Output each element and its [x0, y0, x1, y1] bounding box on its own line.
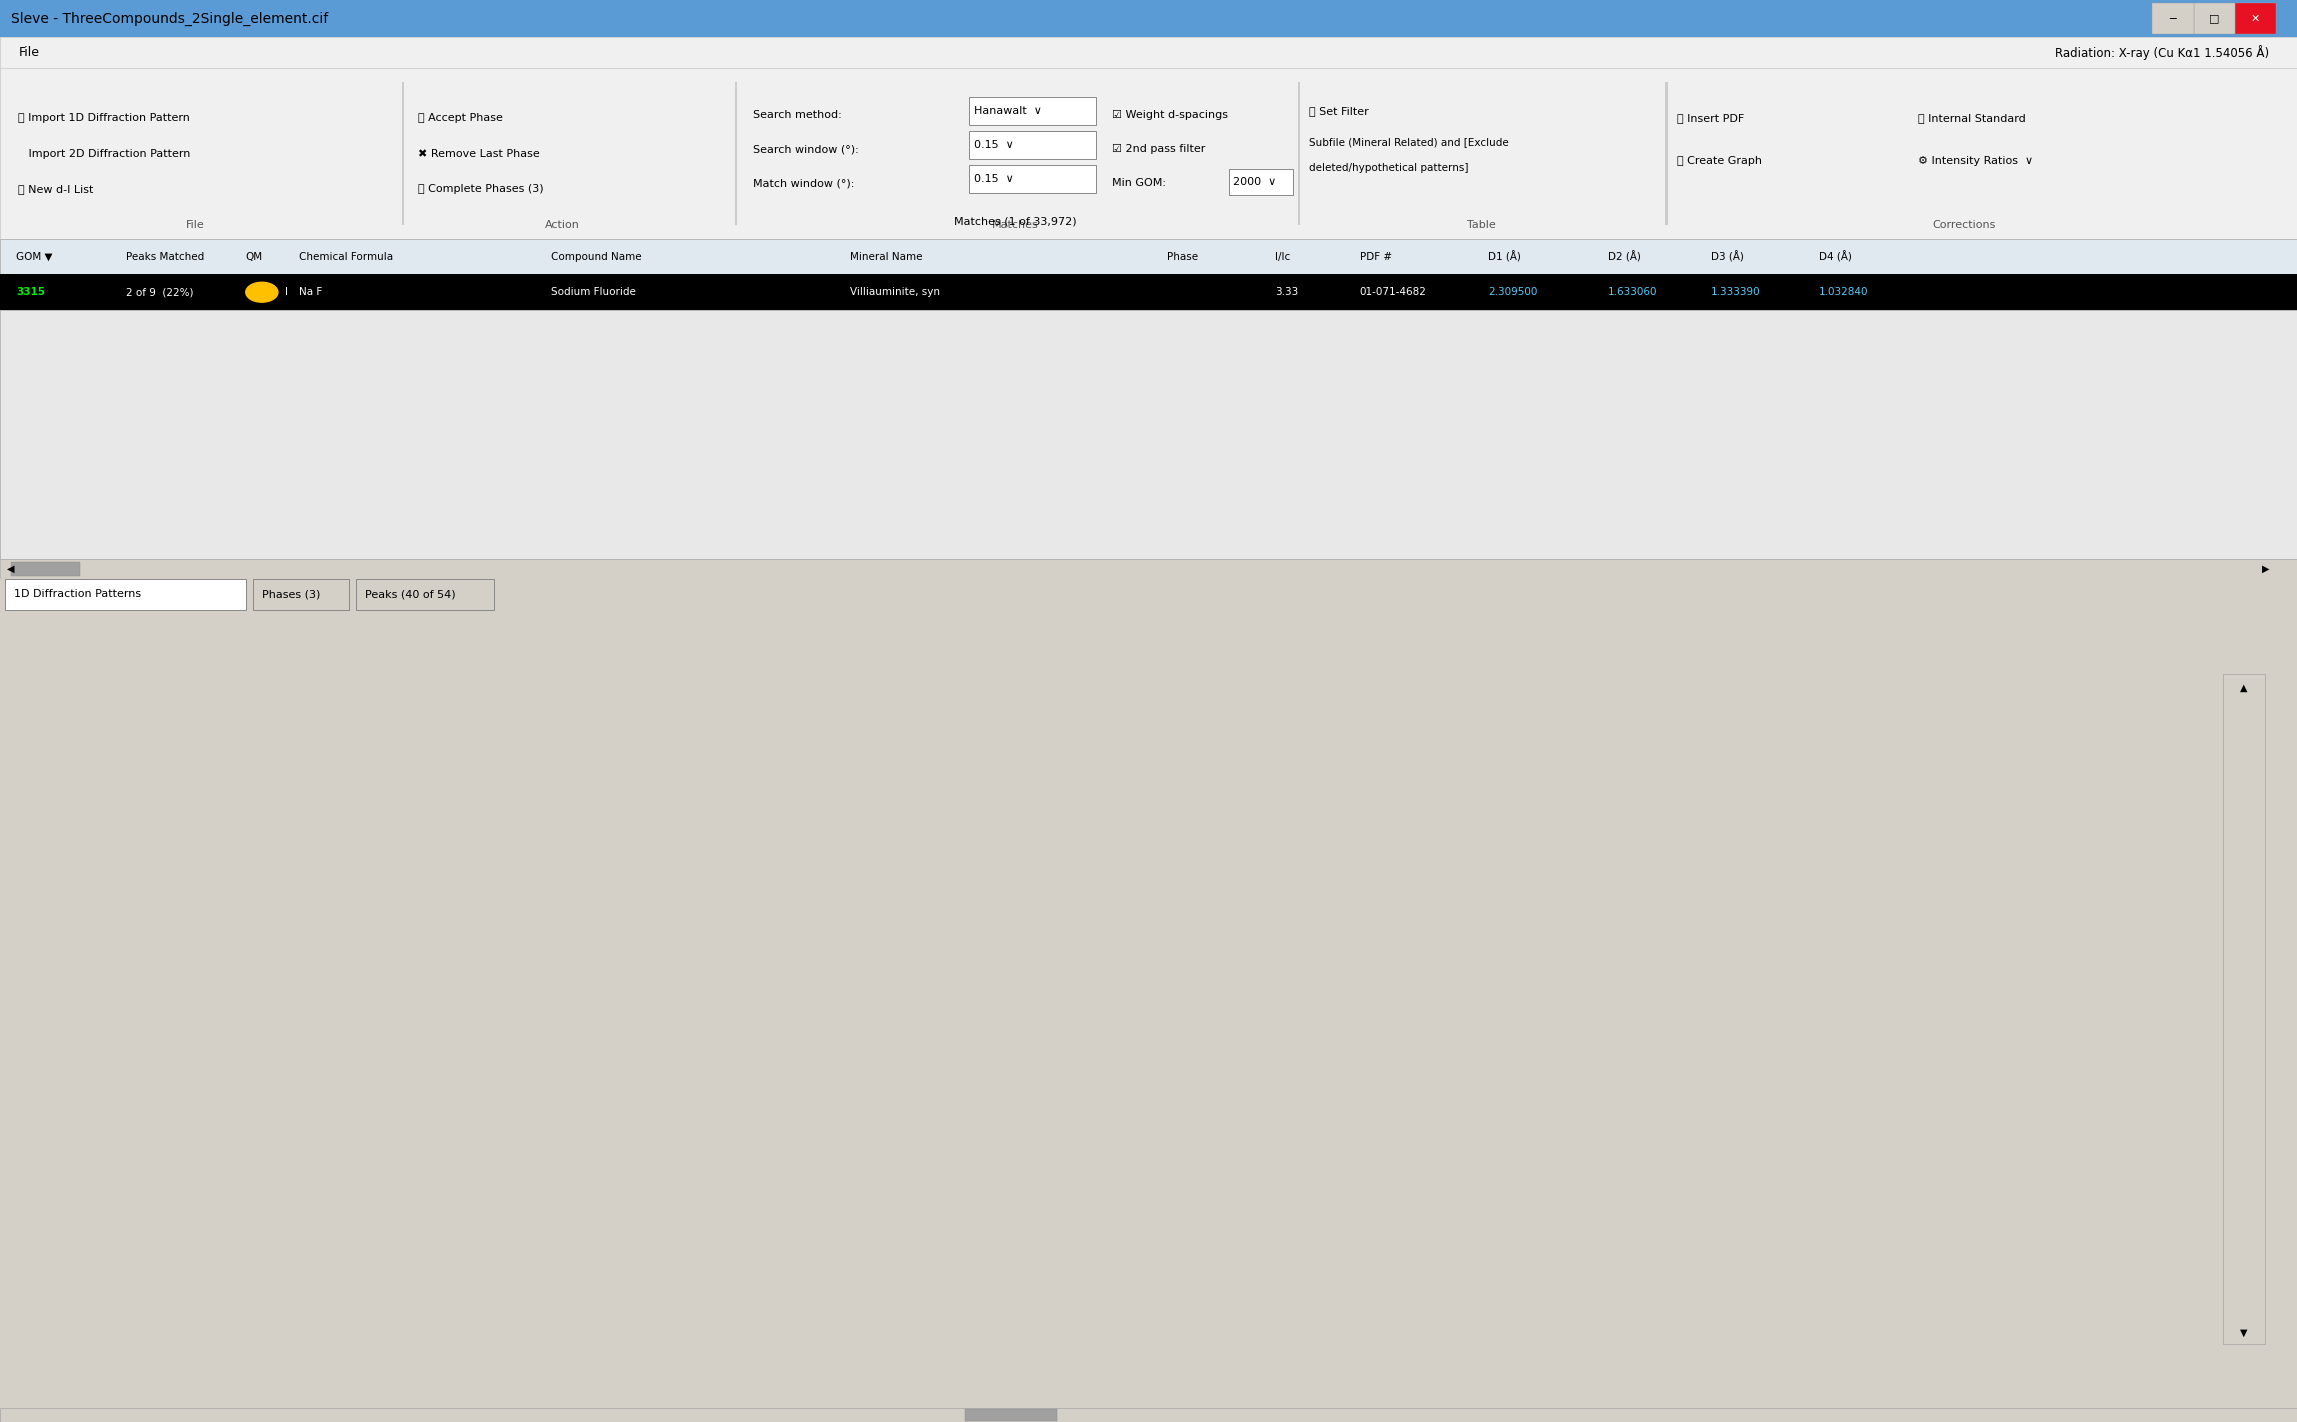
Text: 🔃 Complete Phases (3): 🔃 Complete Phases (3): [418, 183, 544, 195]
Text: File: File: [186, 219, 204, 230]
Text: 3315: 3315: [16, 287, 46, 297]
Text: ◀: ◀: [7, 563, 14, 574]
Text: 📋 New d-I List: 📋 New d-I List: [18, 183, 94, 195]
Text: 1D Diffraction Patterns: 1D Diffraction Patterns: [14, 589, 140, 600]
Text: 📊 Create Graph: 📊 Create Graph: [1677, 155, 1762, 166]
Text: I: I: [285, 287, 287, 297]
Text: 0.15  ∨: 0.15 ∨: [974, 139, 1013, 151]
Text: ⭐ Internal Standard: ⭐ Internal Standard: [1918, 112, 2026, 124]
Text: Peaks Matched: Peaks Matched: [126, 252, 204, 262]
Text: 3.33: 3.33: [1275, 287, 1298, 297]
Text: Table: Table: [1468, 219, 1495, 230]
Text: 🔶 Accept Phase: 🔶 Accept Phase: [418, 112, 503, 124]
Text: Sodium Fluoride: Sodium Fluoride: [551, 287, 636, 297]
Text: Compound Name: Compound Name: [551, 252, 641, 262]
Text: 2 of 9  (22%): 2 of 9 (22%): [126, 287, 193, 297]
Text: ✕: ✕: [2251, 13, 2260, 24]
Text: Search method:: Search method:: [753, 109, 843, 121]
Text: Hanawalt  ∨: Hanawalt ∨: [974, 105, 1043, 117]
Text: D3 (Å): D3 (Å): [1711, 250, 1743, 263]
Text: ▼: ▼: [2240, 1327, 2249, 1338]
Text: 1.333390: 1.333390: [1711, 287, 1762, 297]
Text: ▶: ▶: [2263, 563, 2269, 574]
Text: I/Ic: I/Ic: [1275, 252, 1291, 262]
Text: □: □: [2210, 13, 2219, 24]
Text: Sleve - ThreeCompounds_2Single_element.cif: Sleve - ThreeCompounds_2Single_element.c…: [11, 11, 328, 26]
Text: Na F: Na F: [299, 287, 322, 297]
Text: 🔍 Set Filter: 🔍 Set Filter: [1309, 105, 1369, 117]
Text: D1 (Å): D1 (Å): [1488, 250, 1521, 263]
Text: GOM ▼: GOM ▼: [16, 252, 53, 262]
Text: 📋 Insert PDF: 📋 Insert PDF: [1677, 112, 1743, 124]
Text: Subfile (Mineral Related) and [Exclude: Subfile (Mineral Related) and [Exclude: [1309, 137, 1509, 148]
Text: Matches (1 of 33,972): Matches (1 of 33,972): [953, 216, 1077, 228]
Text: Peaks (40 of 54): Peaks (40 of 54): [365, 589, 455, 600]
Text: Mineral Name: Mineral Name: [850, 252, 923, 262]
Text: ─: ─: [2171, 13, 2175, 24]
Text: Phases (3): Phases (3): [262, 589, 319, 600]
Text: Search window (°):: Search window (°):: [753, 144, 859, 155]
Text: ✖ Remove Last Phase: ✖ Remove Last Phase: [418, 148, 540, 159]
Text: Min GOM:: Min GOM:: [1112, 178, 1167, 189]
Text: Action: Action: [544, 219, 581, 230]
Text: Match window (°):: Match window (°):: [753, 178, 854, 189]
Text: deleted/hypothetical patterns]: deleted/hypothetical patterns]: [1309, 162, 1468, 173]
Text: 01-071-4682: 01-071-4682: [1360, 287, 1426, 297]
X-axis label: 2θ (°): 2θ (°): [1153, 1374, 1194, 1388]
Text: ⚙ Intensity Ratios  ∨: ⚙ Intensity Ratios ∨: [1918, 155, 2033, 166]
Text: QM: QM: [246, 252, 262, 262]
Text: Villiauminite, syn: Villiauminite, syn: [850, 287, 939, 297]
Text: Import 2D Diffraction Pattern: Import 2D Diffraction Pattern: [18, 148, 191, 159]
Text: 1.633060: 1.633060: [1608, 287, 1658, 297]
Text: ☑ Weight d-spacings: ☑ Weight d-spacings: [1112, 109, 1229, 121]
Text: ▲: ▲: [2240, 683, 2249, 694]
Text: Phase: Phase: [1167, 252, 1199, 262]
Text: Matches: Matches: [992, 219, 1038, 230]
Text: Radiation: X-ray (Cu Kα1 1.54056 Å): Radiation: X-ray (Cu Kα1 1.54056 Å): [2056, 46, 2269, 60]
Text: Chemical Formula: Chemical Formula: [299, 252, 393, 262]
Text: 2000  ∨: 2000 ∨: [1233, 176, 1277, 188]
Text: D2 (Å): D2 (Å): [1608, 250, 1640, 263]
Text: 2.309500: 2.309500: [1488, 287, 1537, 297]
Text: Corrections: Corrections: [1932, 219, 1996, 230]
Text: 1.032840: 1.032840: [1819, 287, 1870, 297]
Y-axis label: Intensity: Intensity: [60, 978, 74, 1039]
Legend: ThreeCompounds_2Single_element.cif, 1. Aluminum Oxide, 2. Silicon, 3. Nickel, So: ThreeCompounds_2Single_element.cif, 1. A…: [1890, 680, 2214, 785]
Text: 📁 Import 1D Diffraction Pattern: 📁 Import 1D Diffraction Pattern: [18, 112, 191, 124]
Text: PDF #: PDF #: [1360, 252, 1392, 262]
Text: ☑ 2nd pass filter: ☑ 2nd pass filter: [1112, 144, 1206, 155]
Text: File: File: [18, 46, 39, 60]
Text: 0.15  ∨: 0.15 ∨: [974, 173, 1013, 185]
Text: D4 (Å): D4 (Å): [1819, 250, 1851, 263]
